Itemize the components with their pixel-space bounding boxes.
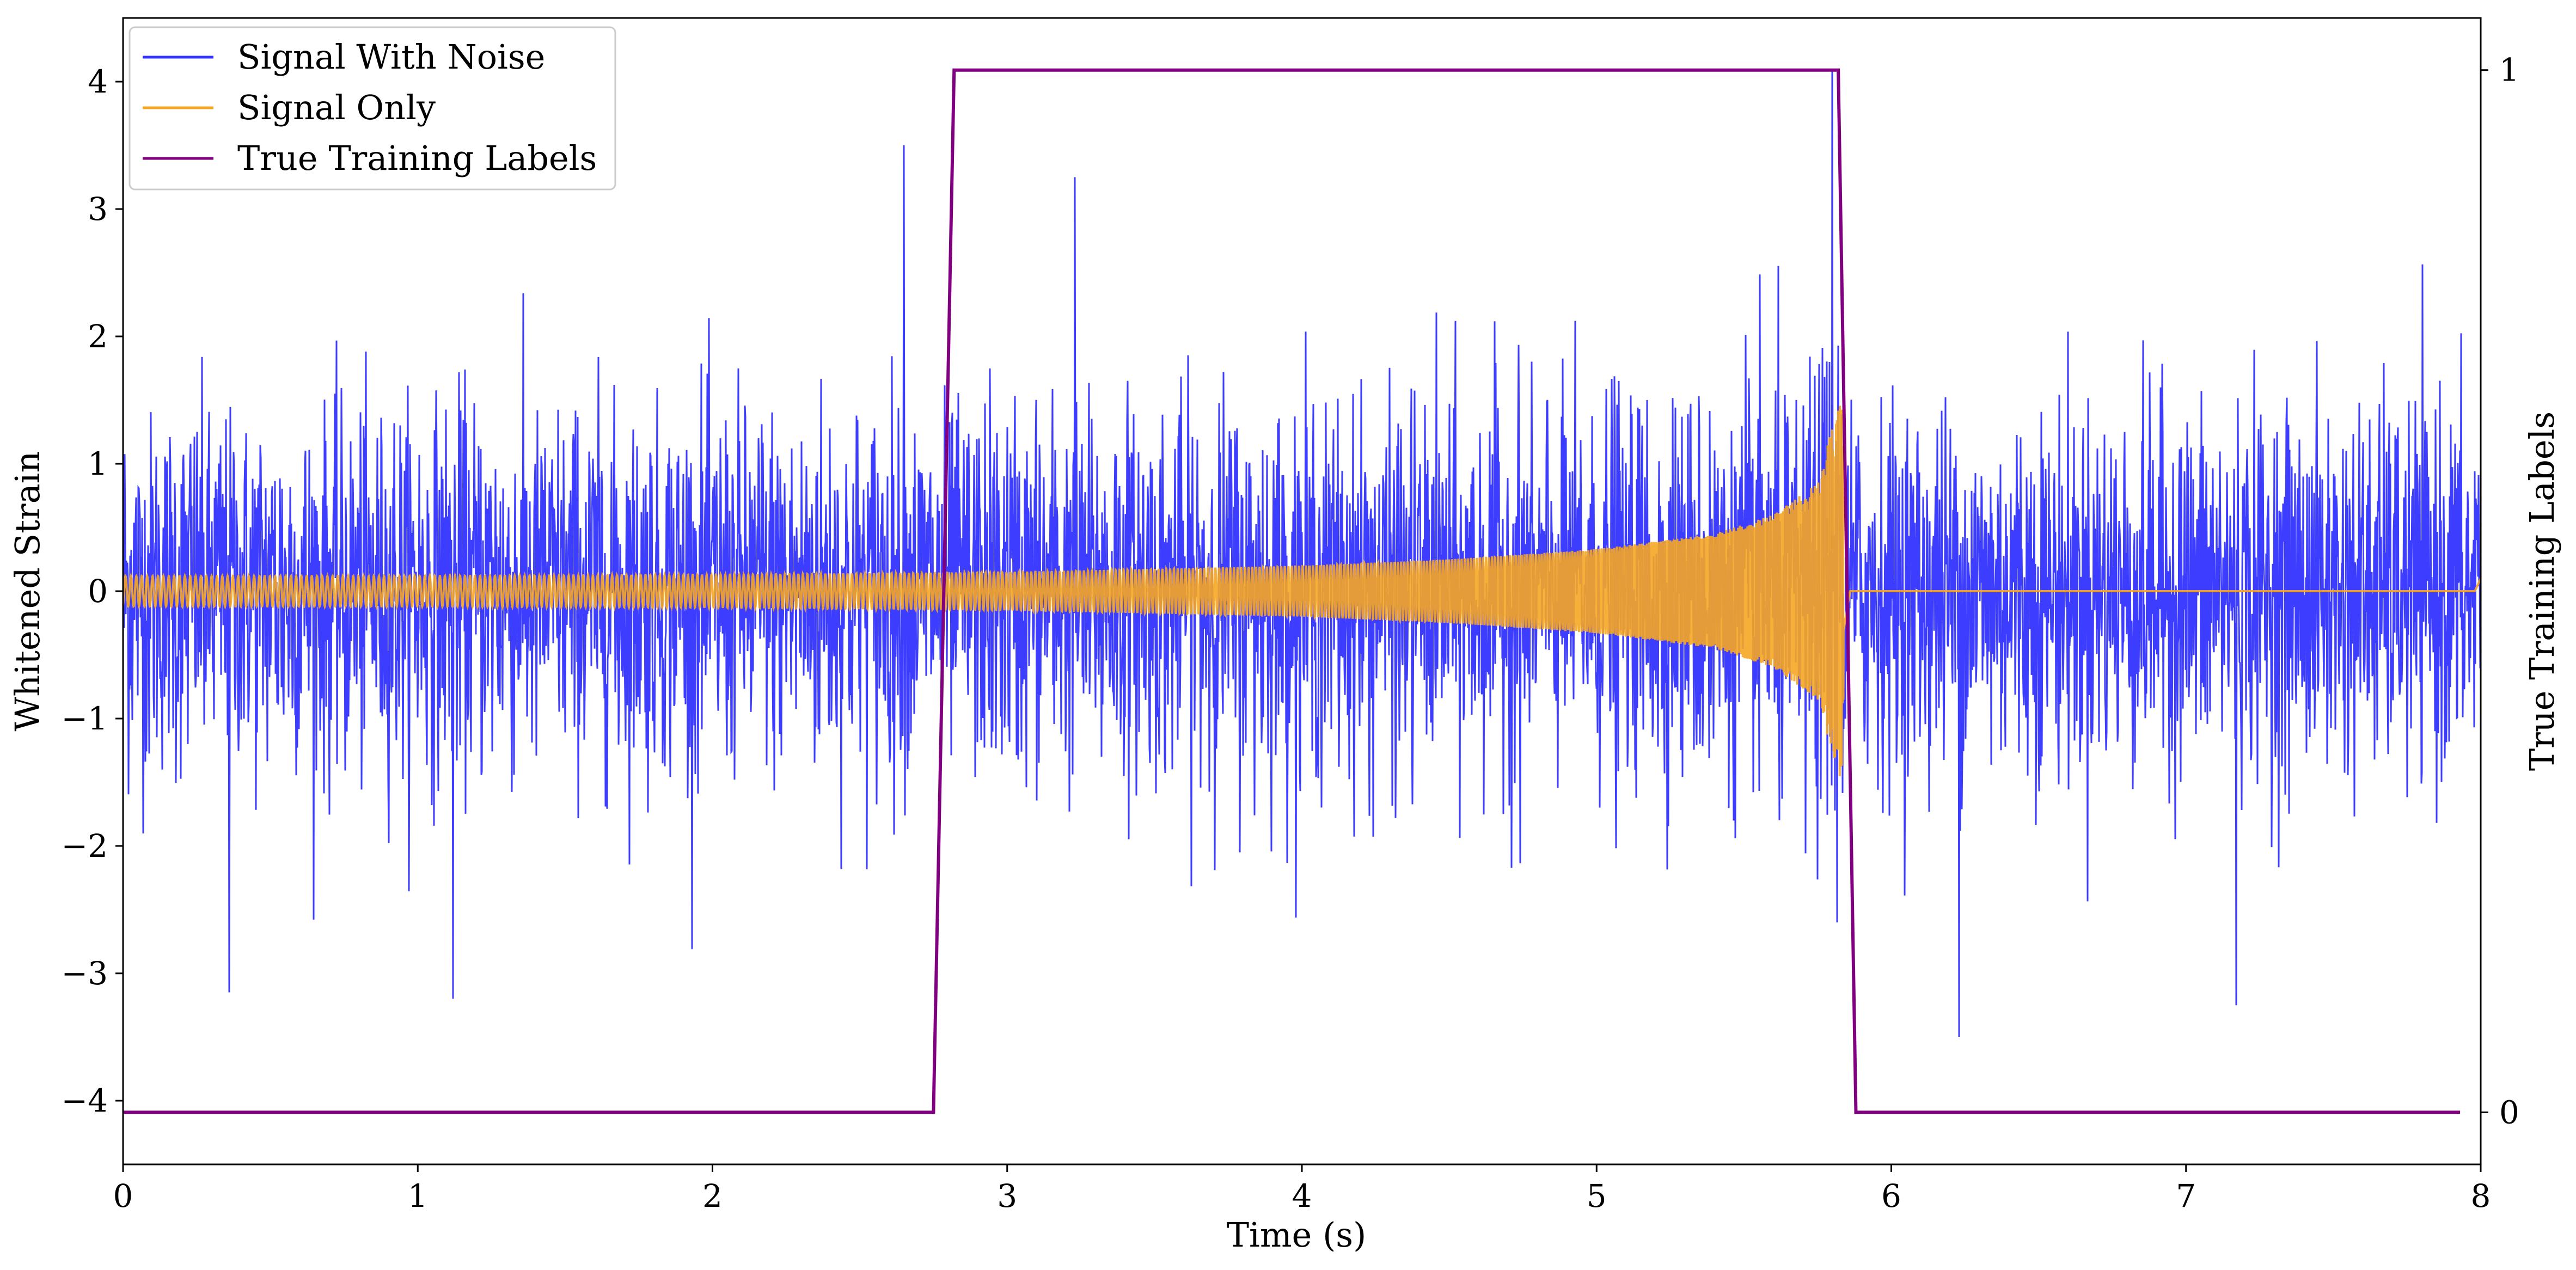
y-tick-label: 3 [88, 191, 108, 228]
y2-tick-label: 0 [2499, 1094, 2519, 1131]
signal-only-line [122, 406, 2482, 776]
y-tick-label: −1 [62, 700, 108, 737]
x-tick-label: 8 [2471, 1177, 2491, 1214]
legend-label-signal-only: Signal Only [237, 88, 436, 127]
y2-tick-label: 1 [2499, 52, 2519, 89]
series-true-training-labels [123, 68, 2461, 1114]
y-tick-label: −3 [62, 955, 108, 992]
legend: Signal With Noise Signal Only True Train… [129, 26, 616, 191]
y2-axis-label: True Training Labels [2522, 412, 2562, 771]
y-tick-label: 2 [88, 318, 108, 355]
y-tick-label: 0 [88, 573, 108, 610]
signal-with-noise-line [122, 69, 2482, 1038]
x-tick-label: 7 [2176, 1177, 2196, 1214]
y2-axis-ticks: 01 [2481, 52, 2519, 1131]
y-tick-label: 4 [88, 63, 108, 100]
x-tick-label: 2 [702, 1177, 723, 1214]
y-tick-label: −4 [62, 1082, 108, 1119]
x-axis-label: Time (s) [1227, 1215, 1367, 1255]
legend-box [129, 26, 616, 191]
series-signal-with-noise [122, 69, 2482, 1038]
true-training-labels-line [123, 68, 2461, 1114]
y-tick-label: −2 [62, 827, 108, 864]
series-signal-only [122, 406, 2482, 776]
y-axis-ticks: −4 −3 −2 −1 0 1 2 3 4 [62, 63, 123, 1119]
x-tick-label: 4 [1292, 1177, 1312, 1214]
legend-label-true-training-labels: True Training Labels [237, 138, 597, 178]
x-axis-ticks: 0 1 2 3 4 5 6 7 8 [113, 1164, 2491, 1214]
y-axis-label: Whitened Strain [8, 451, 47, 732]
x-tick-label: 6 [1881, 1177, 1901, 1214]
legend-label-signal-with-noise: Signal With Noise [237, 37, 545, 77]
x-tick-label: 0 [113, 1177, 133, 1214]
x-tick-label: 1 [408, 1177, 428, 1214]
x-tick-label: 3 [997, 1177, 1017, 1214]
y-tick-label: 1 [88, 445, 108, 482]
x-tick-label: 5 [1587, 1177, 1607, 1214]
